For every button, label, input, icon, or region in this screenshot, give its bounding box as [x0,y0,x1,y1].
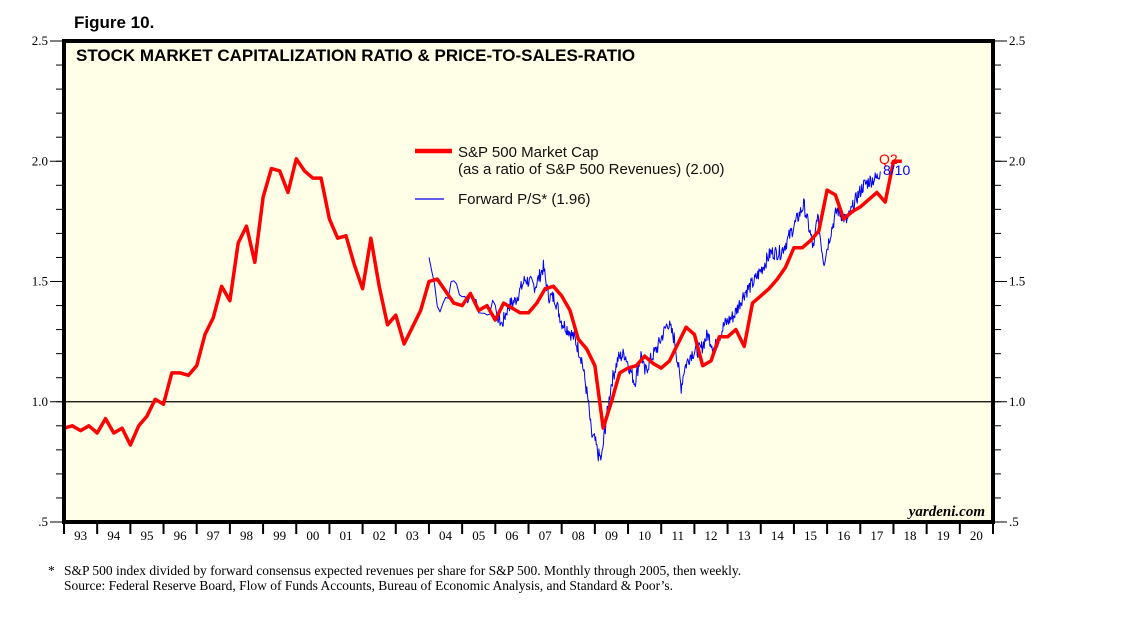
y-tick-label-left: 1.0 [32,394,48,409]
y-tick-label-left: 2.5 [32,33,48,48]
legend-label-market-cap: S&P 500 Market Cap [458,144,599,161]
x-tick-label: 13 [738,528,751,543]
x-tick-label: 97 [207,528,221,543]
y-tick-label-right: 1.5 [1009,274,1025,289]
y-tick-label-right: 2.5 [1009,33,1025,48]
market-cap-end-label: Q2 [879,151,898,167]
y-tick-label-left: 1.5 [32,274,48,289]
watermark: yardeni.com [907,504,985,520]
y-tick-label-left: 2.0 [32,153,48,168]
footnote-line-2: Source: Federal Reserve Board, Flow of F… [48,578,948,593]
x-tick-label: 04 [439,528,453,543]
left-y-axis: 2.5 2.0 1.5 1.0 .5 [32,33,64,529]
x-tick-label: 02 [373,528,386,543]
y-tick-label-right: 2.0 [1009,153,1025,168]
x-tick-label: 19 [937,528,950,543]
x-tick-label: 14 [771,528,785,543]
x-tick-label: 09 [605,528,618,543]
x-tick-label: 01 [340,528,353,543]
chart-title: STOCK MARKET CAPITALIZATION RATIO & PRIC… [76,46,635,65]
y-tick-label-right: .5 [1009,514,1019,529]
x-tick-label: 15 [804,528,817,543]
y-tick-label-left: .5 [38,514,48,529]
x-tick-label: 08 [572,528,585,543]
footnote-text-1: S&P 500 index divided by forward consens… [64,563,742,578]
legend-label-market-cap-sub: (as a ratio of S&P 500 Revenues) (2.00) [458,161,725,178]
plot-frame [62,39,995,524]
legend-label-forward-ps: Forward P/S* (1.96) [458,191,591,208]
market-cap-line [63,157,902,447]
x-tick-label: 07 [539,528,553,543]
x-tick-label: 05 [472,528,485,543]
x-tick-label: 11 [672,528,685,543]
right-y-axis: 2.5 2.0 1.5 1.0 .5 [993,33,1025,529]
y-tick-label-right: 1.0 [1009,394,1025,409]
x-tick-label: 16 [837,528,851,543]
x-tick-label: 20 [970,528,983,543]
x-axis: 93 94 95 96 97 98 99 00 01 02 03 04 05 06 07 08 09 10 11 12… [63,522,994,543]
x-tick-label: 10 [638,528,651,543]
footnote: * S&P 500 index divided by forward consen… [48,563,948,593]
x-tick-label: 93 [74,528,87,543]
x-tick-label: 06 [505,528,519,543]
footnote-marker: * [48,563,55,578]
footnote-text-2: Source: Federal Reserve Board, Flow of F… [64,578,674,593]
x-tick-label: 98 [240,528,253,543]
x-tick-label: 99 [273,528,286,543]
plot-area [64,41,993,522]
forward-ps-line [428,171,881,462]
x-tick-label: 95 [140,528,153,543]
x-tick-label: 00 [306,528,319,543]
x-tick-label: 03 [406,528,419,543]
footnote-line-1: * S&P 500 index divided by forward consen… [48,563,948,578]
legend: S&P 500 Market Cap (as a ratio of S&P 50… [415,144,725,208]
x-tick-label: 12 [704,528,717,543]
x-tick-label: 96 [174,528,188,543]
x-tick-label: 17 [870,528,884,543]
figure-label: Figure 10. [74,13,154,32]
x-tick-label: 18 [904,528,917,543]
series-layer [63,157,902,462]
x-tick-label: 94 [107,528,121,543]
forward-ps-end-label: 8/10 [883,162,910,178]
chart: Figure 10. 2.5 2.0 1.5 1.0 .5 2.5 2.0 1.5 1.0 .5… [32,13,1026,543]
